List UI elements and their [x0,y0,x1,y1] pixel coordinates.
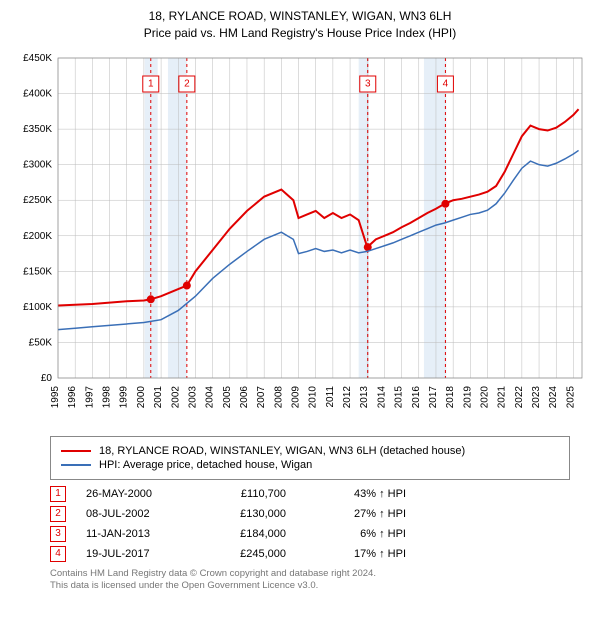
svg-text:2004: 2004 [205,385,216,408]
footnote-line: Contains HM Land Registry data © Crown c… [50,568,570,580]
svg-text:1: 1 [148,78,154,89]
svg-text:1996: 1996 [67,385,78,408]
svg-text:£50K: £50K [29,337,53,348]
legend-row: 18, RYLANCE ROAD, WINSTANLEY, WIGAN, WN3… [61,445,559,457]
svg-text:2019: 2019 [462,385,473,408]
event-date: 26-MAY-2000 [86,488,186,500]
title-address: 18, RYLANCE ROAD, WINSTANLEY, WIGAN, WN3… [10,8,590,25]
event-row: 3 11-JAN-2013 £184,000 6% ↑ HPI [50,526,570,542]
svg-text:£350K: £350K [23,124,52,135]
title-block: 18, RYLANCE ROAD, WINSTANLEY, WIGAN, WN3… [10,8,590,42]
event-date: 19-JUL-2017 [86,548,186,560]
events-table: 1 26-MAY-2000 £110,700 43% ↑ HPI 2 08-JU… [50,486,570,562]
legend-swatch [61,464,91,466]
event-price: £130,000 [206,508,286,520]
svg-text:2008: 2008 [273,385,284,408]
svg-text:4: 4 [443,78,449,89]
event-marker-icon: 4 [50,546,66,562]
page-container: 18, RYLANCE ROAD, WINSTANLEY, WIGAN, WN3… [0,0,600,600]
svg-text:1995: 1995 [50,385,61,408]
svg-text:3: 3 [365,78,371,89]
chart-svg: £0 £50K £100K £150K £200K £250K £300K £350K £400… [10,48,590,428]
svg-text:£200K: £200K [23,230,52,241]
svg-text:2015: 2015 [394,385,405,408]
event-delta: 27% ↑ HPI [306,508,406,520]
svg-text:1999: 1999 [119,385,130,408]
svg-text:£0: £0 [41,373,53,384]
event-price: £184,000 [206,528,286,540]
chart: £0 £50K £100K £150K £200K £250K £300K £350K £400… [10,48,590,428]
footnote: Contains HM Land Registry data © Crown c… [50,568,570,593]
svg-text:2001: 2001 [153,385,164,408]
svg-text:2014: 2014 [376,385,387,408]
svg-text:1998: 1998 [102,385,113,408]
svg-text:2009: 2009 [291,385,302,408]
svg-text:2010: 2010 [308,385,319,408]
event-delta: 43% ↑ HPI [306,488,406,500]
svg-text:2: 2 [184,78,190,89]
event-delta: 6% ↑ HPI [306,528,406,540]
svg-text:2012: 2012 [342,385,353,408]
legend-label: HPI: Average price, detached house, Wiga… [99,459,312,471]
svg-text:2025: 2025 [565,385,576,408]
svg-text:2005: 2005 [222,385,233,408]
svg-text:2020: 2020 [480,385,491,408]
event-marker-icon: 2 [50,506,66,522]
event-date: 11-JAN-2013 [86,528,186,540]
svg-text:2011: 2011 [325,385,336,407]
event-price: £245,000 [206,548,286,560]
svg-text:£150K: £150K [23,266,52,277]
event-row: 4 19-JUL-2017 £245,000 17% ↑ HPI [50,546,570,562]
svg-text:2000: 2000 [136,385,147,408]
svg-text:£400K: £400K [23,88,52,99]
svg-text:1997: 1997 [84,385,95,408]
svg-text:2016: 2016 [411,385,422,408]
legend-row: HPI: Average price, detached house, Wiga… [61,459,559,471]
svg-text:£250K: £250K [23,195,52,206]
event-marker-icon: 1 [50,486,66,502]
svg-text:2018: 2018 [445,385,456,408]
footnote-line: This data is licensed under the Open Gov… [50,580,570,592]
svg-text:2017: 2017 [428,385,439,408]
svg-text:2007: 2007 [256,385,267,408]
svg-text:2021: 2021 [497,385,508,408]
svg-text:£100K: £100K [23,301,52,312]
event-marker-icon: 3 [50,526,66,542]
event-row: 1 26-MAY-2000 £110,700 43% ↑ HPI [50,486,570,502]
svg-text:2022: 2022 [514,385,525,408]
svg-text:2023: 2023 [531,385,542,408]
svg-text:2013: 2013 [359,385,370,408]
event-price: £110,700 [206,488,286,500]
svg-text:2024: 2024 [548,385,559,408]
event-delta: 17% ↑ HPI [306,548,406,560]
svg-text:£300K: £300K [23,159,52,170]
svg-text:2002: 2002 [170,385,181,408]
event-row: 2 08-JUL-2002 £130,000 27% ↑ HPI [50,506,570,522]
svg-text:2006: 2006 [239,385,250,408]
event-date: 08-JUL-2002 [86,508,186,520]
legend-swatch [61,450,91,452]
svg-text:£450K: £450K [23,53,52,64]
svg-text:2003: 2003 [187,385,198,408]
legend-label: 18, RYLANCE ROAD, WINSTANLEY, WIGAN, WN3… [99,445,465,457]
title-subtitle: Price paid vs. HM Land Registry's House … [10,25,590,42]
legend: 18, RYLANCE ROAD, WINSTANLEY, WIGAN, WN3… [50,436,570,480]
